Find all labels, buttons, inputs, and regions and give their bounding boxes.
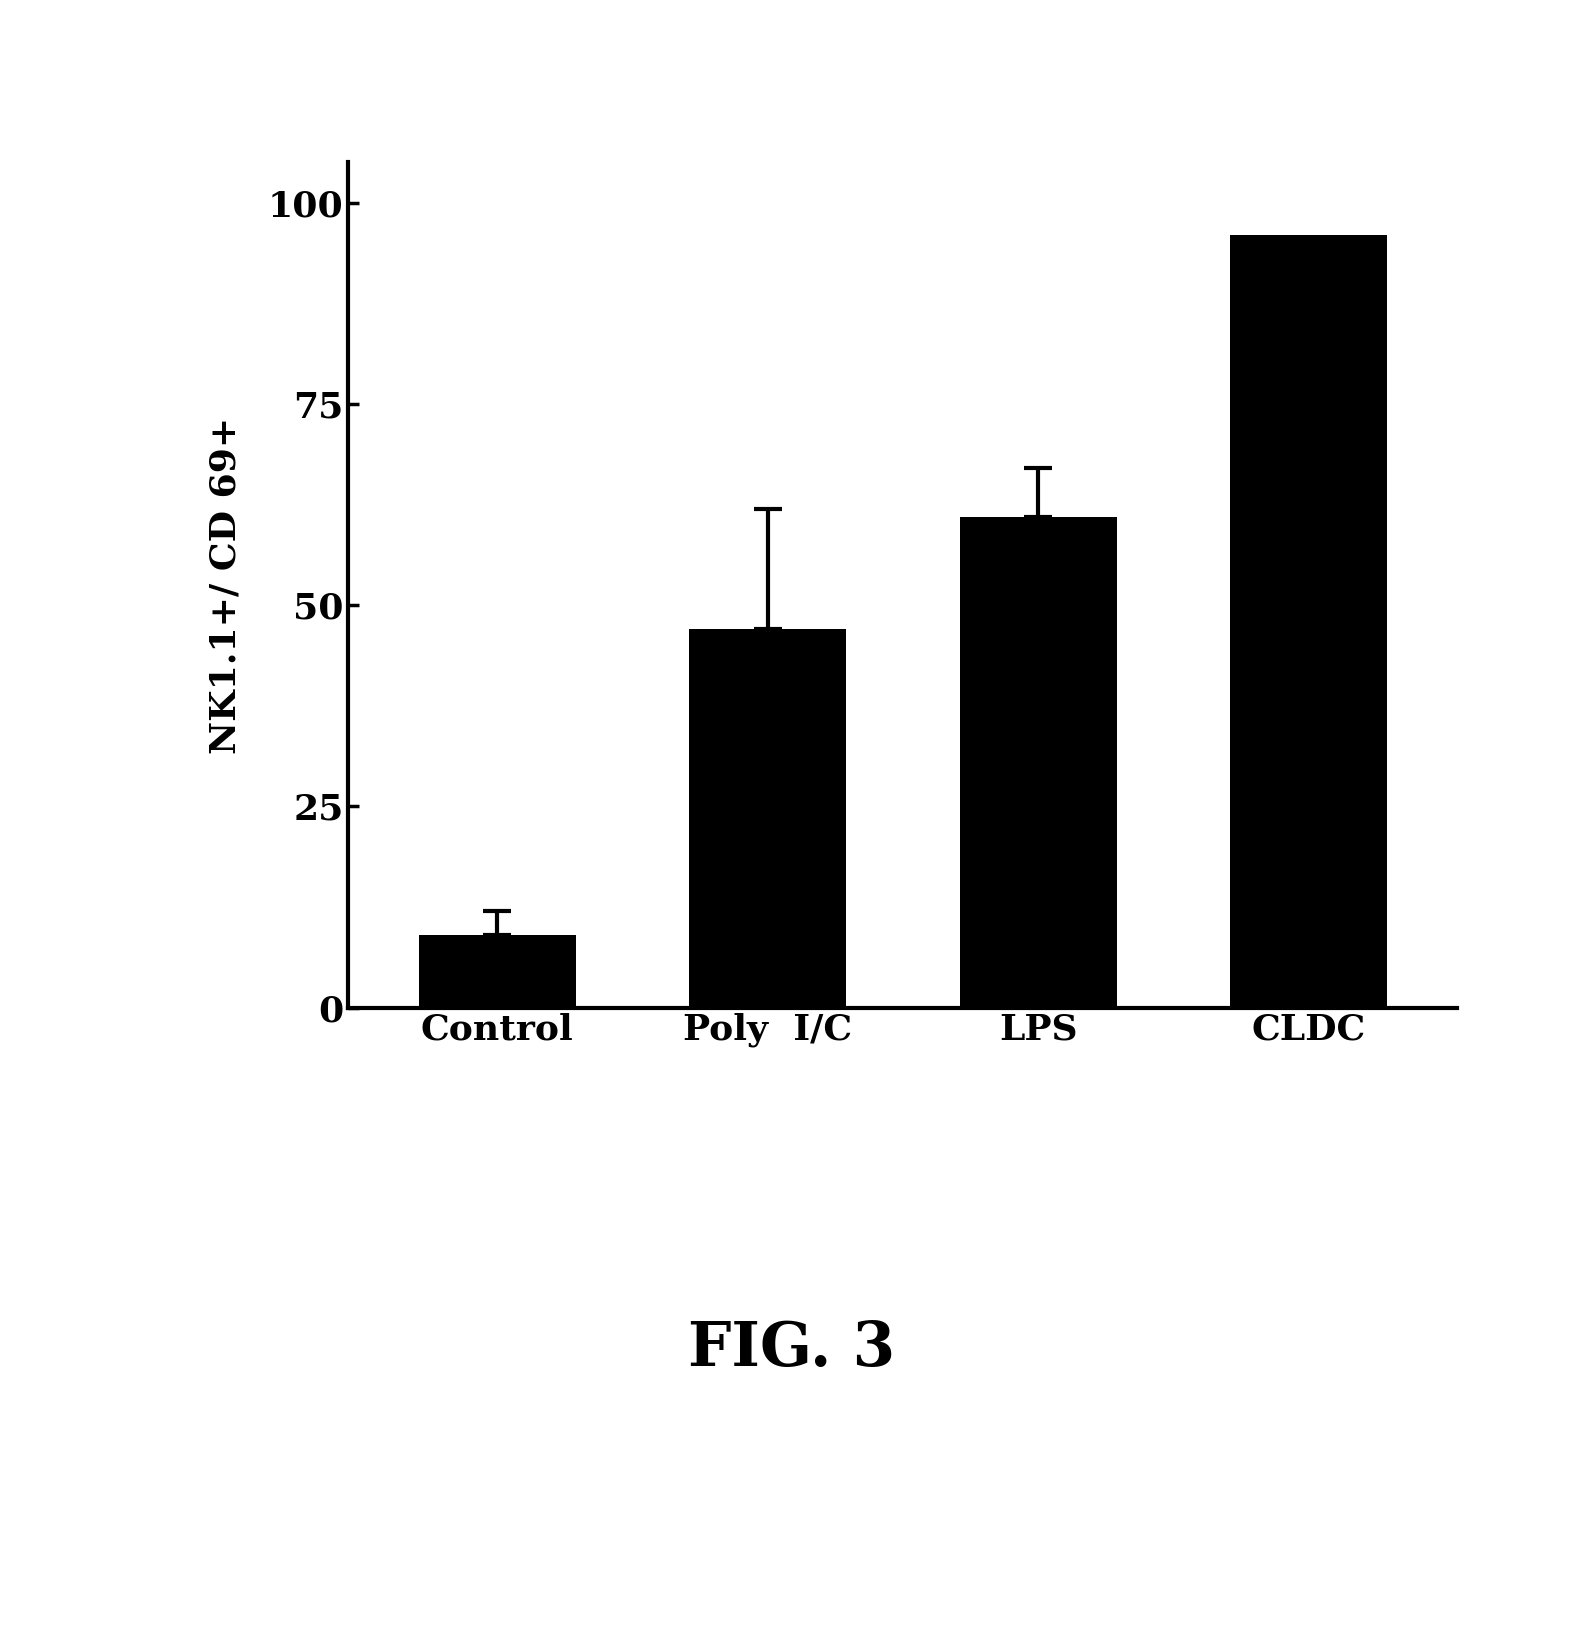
Bar	[689, 629, 846, 1008]
Bar	[1231, 236, 1388, 1008]
Y-axis label: NK1.1+/ CD 69+: NK1.1+/ CD 69+	[209, 416, 242, 754]
Bar	[418, 934, 575, 1008]
Bar	[960, 517, 1117, 1008]
Text: FIG. 3: FIG. 3	[689, 1320, 895, 1378]
